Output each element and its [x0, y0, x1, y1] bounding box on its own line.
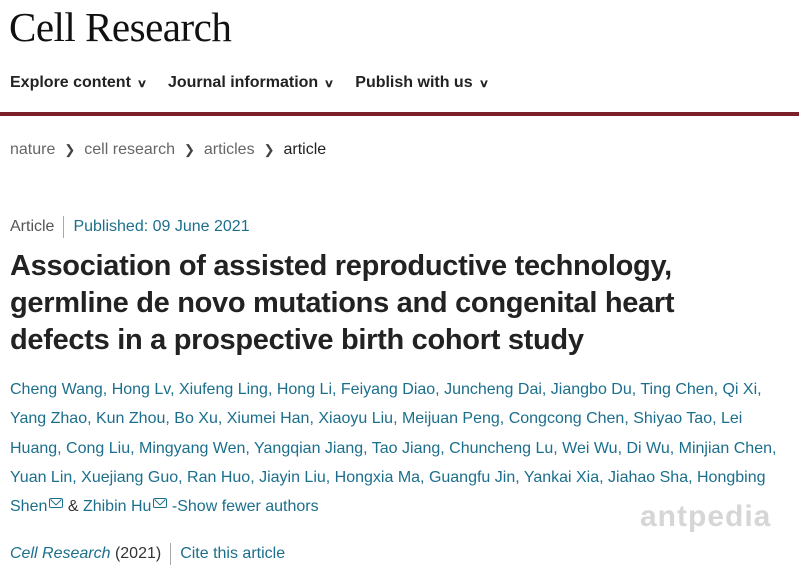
- published-date: Published: 09 June 2021: [73, 218, 250, 235]
- author-link[interactable]: Lei Huang: [10, 410, 743, 457]
- author-link[interactable]: Mingyang Wen: [138, 439, 246, 457]
- nav-journal-information[interactable]: Journal information ∨: [167, 74, 335, 92]
- chevron-right-icon: ❯: [263, 142, 275, 157]
- author-link[interactable]: Bo Xu: [174, 410, 218, 428]
- header-divider: [0, 112, 799, 116]
- author-link[interactable]: Zhibin Hu: [82, 498, 152, 516]
- author-link[interactable]: Tao Jiang: [371, 439, 441, 457]
- author-link[interactable]: Guangfu Jin: [428, 468, 516, 486]
- author-link[interactable]: Yangqian Jiang: [254, 439, 364, 457]
- author-link[interactable]: Yang Zhao: [10, 410, 88, 428]
- author-link[interactable]: Jiayin Liu: [259, 468, 326, 486]
- breadcrumb-cell-research[interactable]: cell research: [84, 141, 175, 158]
- chevron-down-icon: ∨: [478, 77, 489, 90]
- author-link[interactable]: Jiahao Sha: [608, 468, 689, 486]
- author-link[interactable]: Ting Chen: [640, 381, 714, 398]
- author-link[interactable]: Ran Huo: [187, 468, 251, 486]
- author-link[interactable]: Hong Li: [276, 381, 332, 398]
- author-link[interactable]: Yuan Lin: [10, 468, 73, 486]
- author-link[interactable]: Hongbing Shen: [10, 468, 766, 516]
- author-link[interactable]: Xiumei Han: [226, 410, 310, 428]
- author-link[interactable]: Juncheng Dai: [444, 381, 542, 398]
- author-link[interactable]: Hong Lv: [111, 381, 171, 398]
- author-link[interactable]: Cheng Wang: [10, 381, 103, 398]
- author-link[interactable]: Yankai Xia: [523, 468, 600, 486]
- author-list: Cheng Wang, Hong Lv, Xiufeng Ling, Hong …: [10, 381, 777, 516]
- main-nav: Explore content ∨ Journal information ∨ Pu…: [10, 74, 489, 92]
- chevron-right-icon: ❯: [183, 142, 195, 157]
- author-link[interactable]: Kun Zhou: [95, 410, 166, 428]
- author-link[interactable]: Di Wu: [626, 439, 670, 457]
- author-link[interactable]: Chuncheng Lu: [449, 439, 554, 457]
- citation-line: Cell Research (2021) Cite this article: [10, 543, 285, 565]
- watermark-logo: antpedia: [640, 500, 772, 533]
- author-link[interactable]: Xuejiang Guo: [81, 468, 179, 486]
- article-title: Association of assisted reproductive tec…: [10, 250, 675, 356]
- mail-icon[interactable]: [49, 498, 64, 509]
- nav-label: Explore content: [10, 74, 131, 91]
- author-link[interactable]: Feiyang Diao: [340, 381, 436, 398]
- author-link[interactable]: Meijuan Peng: [401, 410, 500, 428]
- author-link[interactable]: Xiaoyu Liu: [318, 410, 394, 428]
- ampersand: &: [67, 498, 79, 516]
- divider: [170, 543, 172, 565]
- chevron-down-icon: ∨: [136, 77, 148, 90]
- journal-name: Cell Research: [10, 545, 111, 562]
- divider: [63, 216, 65, 238]
- cite-this-article-link[interactable]: Cite this article: [180, 545, 286, 562]
- nav-label: Publish with us: [355, 74, 473, 91]
- author-link[interactable]: Hongxia Ma: [334, 468, 421, 486]
- chevron-down-icon: ∨: [323, 77, 335, 90]
- breadcrumb: nature ❯ cell research ❯ articles ❯ arti…: [10, 141, 326, 159]
- breadcrumb-nature[interactable]: nature: [10, 141, 56, 158]
- author-link[interactable]: Xiufeng Ling: [178, 381, 268, 398]
- breadcrumb-article: article: [283, 141, 327, 158]
- journal-logo[interactable]: Cell Research: [9, 4, 232, 50]
- mail-icon[interactable]: [153, 498, 168, 509]
- author-link[interactable]: Minjian Chen: [678, 439, 772, 457]
- nav-publish-with-us[interactable]: Publish with us ∨: [355, 74, 489, 92]
- show-fewer-authors-link[interactable]: -Show fewer authors: [171, 498, 319, 516]
- article-type: Article: [10, 218, 55, 235]
- chevron-right-icon: ❯: [64, 142, 76, 157]
- author-link[interactable]: Congcong Chen: [508, 410, 625, 428]
- author-link[interactable]: Wei Wu: [562, 439, 618, 457]
- article-meta: Article Published: 09 June 2021: [10, 216, 250, 238]
- author-link[interactable]: Shiyao Tao: [633, 410, 713, 428]
- nav-explore-content[interactable]: Explore content ∨: [10, 74, 148, 92]
- breadcrumb-articles[interactable]: articles: [203, 141, 255, 158]
- nav-label: Journal information: [167, 74, 319, 91]
- author-link[interactable]: Cong Liu: [66, 439, 131, 457]
- author-link[interactable]: Qi Xi: [722, 381, 758, 398]
- year: (2021): [114, 545, 162, 562]
- author-link[interactable]: Jiangbo Du: [550, 381, 632, 398]
